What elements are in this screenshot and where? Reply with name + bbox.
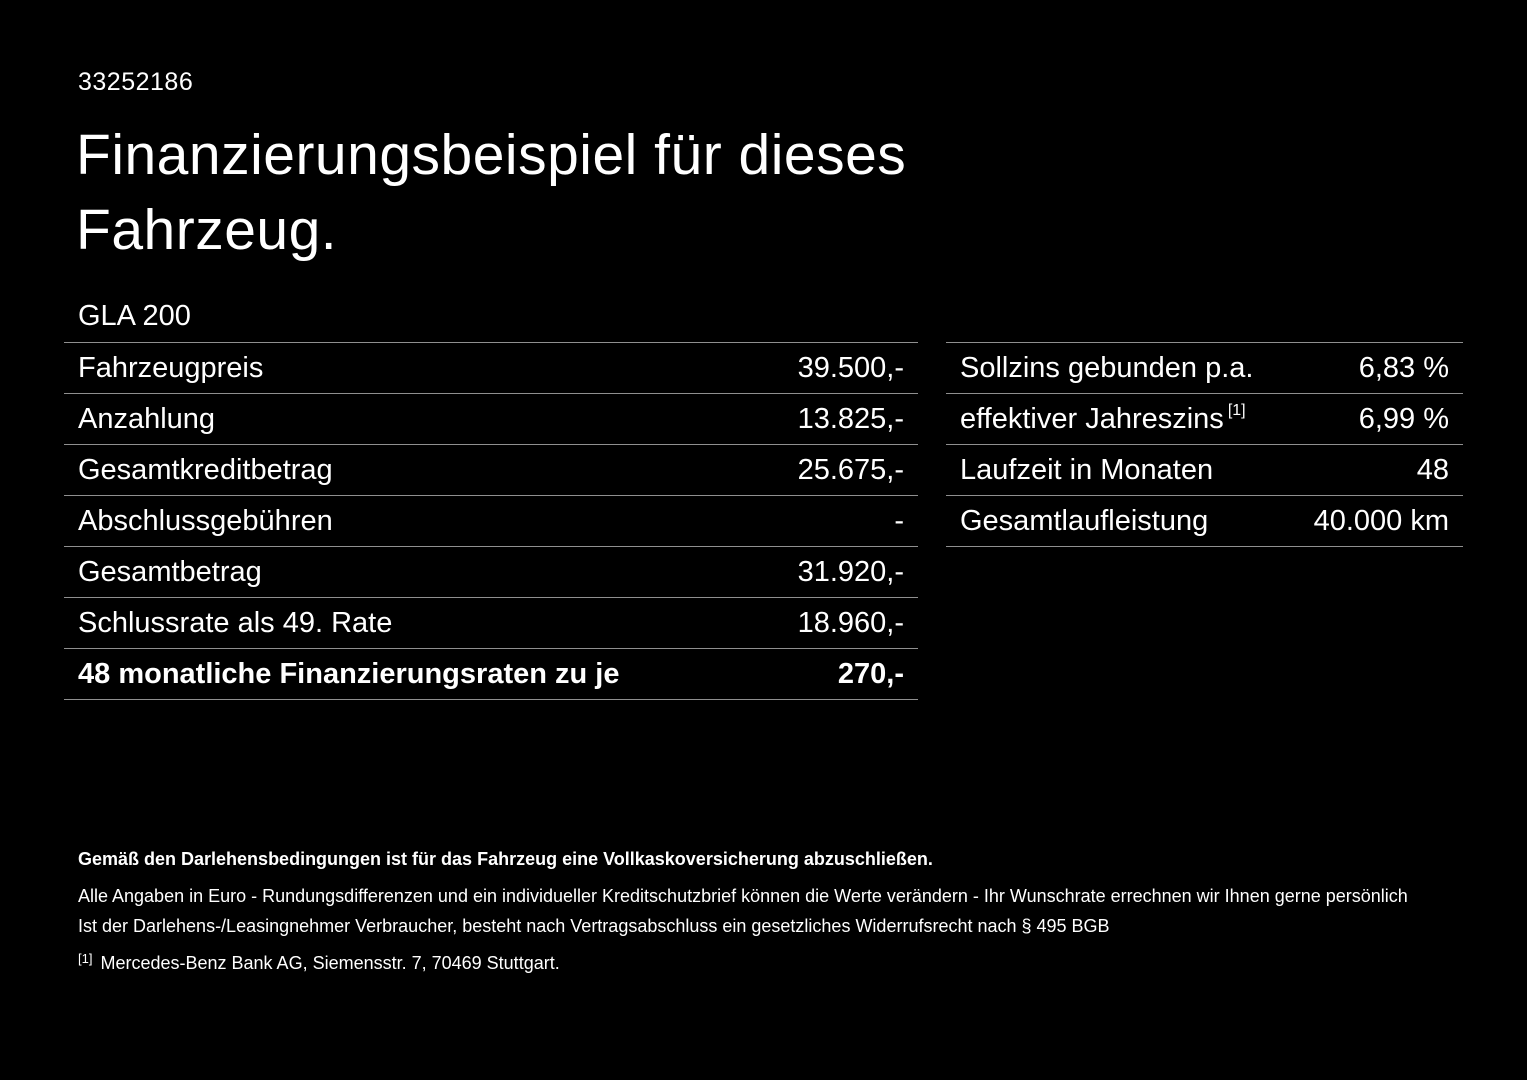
financing-table-left: Fahrzeugpreis 39.500,- Anzahlung 13.825,… (64, 342, 918, 700)
document-id: 33252186 (78, 68, 194, 96)
table-row: Sollzins gebunden p.a. 6,83 % (946, 343, 1463, 394)
insurance-notice: Gemäß den Darlehensbedingungen ist für d… (78, 849, 933, 869)
row-value: 31.920,- (797, 555, 904, 588)
table-row-monthly-rate: 48 monatliche Finanzierungsraten zu je 2… (64, 649, 918, 700)
table-row: Gesamtkreditbetrag 25.675,- (64, 445, 918, 496)
row-value: 48 (1416, 453, 1449, 486)
page-title: Finanzierungsbeispiel für dieses Fahrzeu… (76, 123, 907, 263)
row-value: 6,83 % (1358, 351, 1449, 384)
row-value: 25.675,- (797, 453, 904, 486)
row-label: Sollzins gebunden p.a. (960, 351, 1254, 384)
legal-footer: Gemäß den Darlehensbedingungen ist für d… (78, 848, 1458, 974)
row-label: Gesamtbetrag (78, 555, 262, 588)
row-value: - (894, 504, 904, 537)
table-row: Schlussrate als 49. Rate 18.960,- (64, 598, 918, 649)
row-label: 48 monatliche Finanzierungsraten zu je (78, 657, 620, 690)
table-row: Gesamtbetrag 31.920,- (64, 547, 918, 598)
row-label: Laufzeit in Monaten (960, 453, 1214, 486)
row-value: 6,99 % (1358, 402, 1449, 435)
vehicle-model: GLA 200 (78, 300, 191, 332)
row-label: Schlussrate als 49. Rate (78, 606, 393, 639)
footnote-text: Mercedes-Benz Bank AG, Siemensstr. 7, 70… (100, 952, 560, 973)
footnote-reference: [1] (1227, 401, 1246, 419)
table-row: Gesamtlaufleistung 40.000 km (946, 496, 1463, 547)
footnote-marker: [1] (78, 950, 93, 966)
row-label: Gesamtlaufleistung (960, 504, 1209, 537)
table-row: Laufzeit in Monaten 48 (946, 445, 1463, 496)
row-value: 13.825,- (797, 402, 904, 435)
row-label: Abschlussgebühren (78, 504, 333, 537)
row-label: Anzahlung (78, 402, 216, 435)
table-row: Fahrzeugpreis 39.500,- (64, 343, 918, 394)
row-value: 39.500,- (797, 351, 904, 384)
bank-footnote: [1] Mercedes-Benz Bank AG, Siemensstr. 7… (78, 950, 1458, 975)
legal-line-widerruf: Ist der Darlehens-/Leasingnehmer Verbrau… (78, 916, 1110, 936)
row-value: 18.960,- (797, 606, 904, 639)
table-row: Anzahlung 13.825,- (64, 394, 918, 445)
row-value: 40.000 km (1313, 504, 1449, 537)
legal-line-euro: Alle Angaben in Euro - Rundungsdifferenz… (78, 885, 1408, 906)
table-row: effektiver Jahreszins [1] 6,99 % (946, 394, 1463, 445)
row-label: effektiver Jahreszins [1] (960, 401, 1246, 435)
row-value: 270,- (837, 657, 904, 690)
financing-table-right: Sollzins gebunden p.a. 6,83 % effektiver… (946, 342, 1463, 547)
table-row: Abschlussgebühren - (64, 496, 918, 547)
row-label: Gesamtkreditbetrag (78, 453, 333, 486)
row-label: Fahrzeugpreis (78, 351, 264, 384)
